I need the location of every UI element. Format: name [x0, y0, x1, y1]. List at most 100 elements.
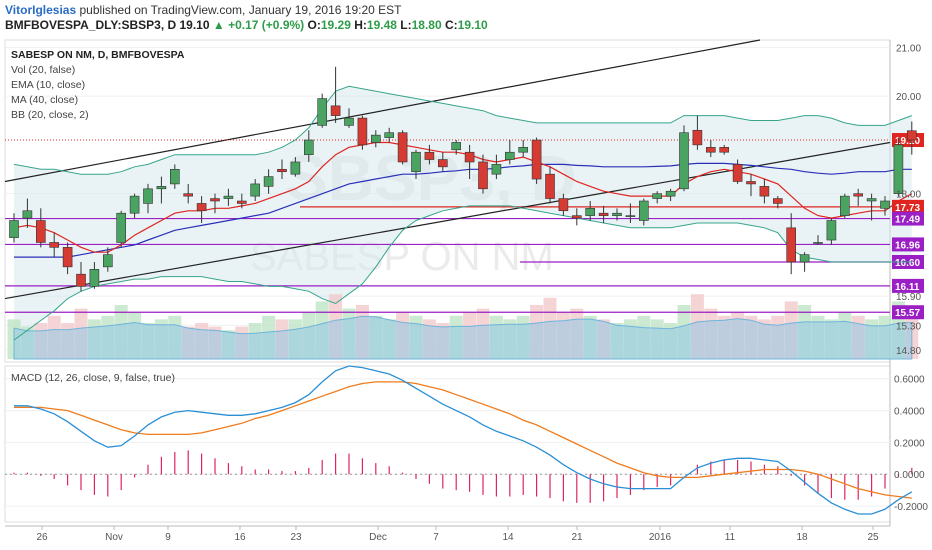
up-arrow-icon: ▲ [212, 18, 225, 32]
candle-body [330, 105, 341, 116]
candle-body [35, 220, 46, 243]
candle-body [89, 269, 100, 287]
candle-body [370, 134, 381, 143]
candle-body [880, 200, 890, 209]
price-tick-label: 14.80 [896, 346, 921, 357]
time-tick-label: 25 [867, 532, 879, 543]
close-label: C: [444, 18, 458, 32]
level-label: 16.96 [895, 240, 920, 251]
last-price-label: 19.10 [895, 136, 920, 147]
high-label: H: [354, 18, 367, 32]
candle-body [813, 242, 823, 244]
macd-tick-label: 0.6000 [894, 375, 925, 386]
open-label: O: [307, 18, 321, 32]
candle-body [612, 212, 622, 216]
candle-body [9, 220, 19, 238]
high-value: 19.48 [366, 18, 397, 32]
candle-body [826, 220, 837, 241]
lower-trendline [4, 141, 891, 300]
candle-body [491, 164, 502, 175]
candle-body [22, 210, 33, 219]
level-label: 16.60 [895, 258, 920, 269]
candle-body [116, 212, 126, 243]
candle-body [478, 161, 488, 190]
macd-tick-label: 0.2000 [894, 438, 925, 449]
candle-body [210, 198, 220, 202]
symbol-label: BMFBOVESPA_DLY:SBSP3, D [5, 18, 177, 32]
candle-body [143, 188, 153, 204]
candle-body [518, 147, 529, 153]
candle-body [504, 151, 515, 160]
price-tick-label: 15.90 [896, 292, 921, 303]
published-text: published on TradingView.com, January 19… [79, 3, 402, 17]
candle-body [451, 142, 462, 151]
time-tick-label: Nov [105, 532, 123, 543]
author-link[interactable]: VitorIglesias [5, 3, 77, 17]
candle-body [786, 227, 797, 263]
time-tick-label: 18 [796, 532, 808, 543]
time-tick-label: 9 [165, 532, 171, 543]
level-label-bg [892, 199, 924, 214]
candle-body [196, 203, 207, 212]
last-price: 19.10 [179, 18, 210, 32]
candle-body [719, 147, 730, 153]
level-label: 17.73 [895, 203, 920, 214]
indicator-legend-item: EMA (10, close) [11, 79, 85, 91]
macd-signal-line [14, 381, 912, 499]
candle-body [344, 117, 354, 126]
open-value: 19.29 [320, 18, 351, 32]
level-label: 16.11 [895, 282, 920, 293]
level-label-bg [892, 278, 924, 293]
macd-legend: MACD (12, 26, close, 9, false, true) [11, 372, 175, 384]
candle-body [183, 193, 193, 197]
low-value: 18.80 [411, 18, 442, 32]
time-tick-label: 2016 [649, 532, 672, 543]
candle-body [237, 200, 247, 204]
candle-body [76, 273, 86, 287]
volume-average-area [13, 315, 913, 360]
candle-body [759, 186, 770, 197]
price-tick-label: 15.30 [896, 321, 921, 332]
upper-trendline [4, 39, 761, 183]
time-tick-label: 14 [502, 532, 514, 543]
candle-body [732, 164, 743, 182]
candle-body [411, 151, 421, 173]
level-label-bg [892, 237, 924, 252]
chart-header: VitorIglesias published on TradingView.c… [0, 0, 932, 40]
candle-body [652, 193, 663, 199]
candle-body [545, 173, 555, 199]
macd-tick-label: 0.4000 [894, 407, 925, 418]
candle-body [357, 117, 368, 146]
bollinger-lower-line [13, 205, 912, 341]
candle-body [585, 208, 596, 216]
candle-body [129, 195, 140, 214]
macd-pane-frame [4, 365, 891, 523]
indicator-legend-item: SABESP ON NM, D, BMFBOVESPA [11, 49, 185, 61]
candle-body [679, 132, 689, 190]
candle-body [705, 147, 716, 153]
publish-line: VitorIglesias published on TradingView.c… [5, 3, 402, 17]
candle-body [170, 168, 180, 185]
candle-body [906, 130, 917, 141]
macd-tick-label: 0.0000 [894, 470, 925, 481]
time-tick-label: 7 [433, 532, 439, 543]
level-label: 17.49 [895, 215, 920, 226]
candle-body [156, 186, 167, 190]
ma40-line [14, 162, 912, 258]
macd-tick-label: -0.2000 [894, 502, 928, 513]
candle-body [598, 212, 609, 216]
candle-body [464, 151, 475, 163]
candle-body [571, 215, 582, 219]
time-tick-label: 21 [571, 532, 583, 543]
level-label-bg [892, 211, 924, 226]
candle-body [839, 195, 850, 216]
candle-body [290, 161, 301, 175]
candle-body [746, 181, 756, 185]
candle-body [303, 139, 314, 155]
time-tick-label: Dec [369, 532, 387, 543]
candle-body [384, 132, 395, 138]
candle-body [866, 198, 877, 202]
candle-body [263, 176, 274, 187]
candle-body [692, 129, 703, 146]
